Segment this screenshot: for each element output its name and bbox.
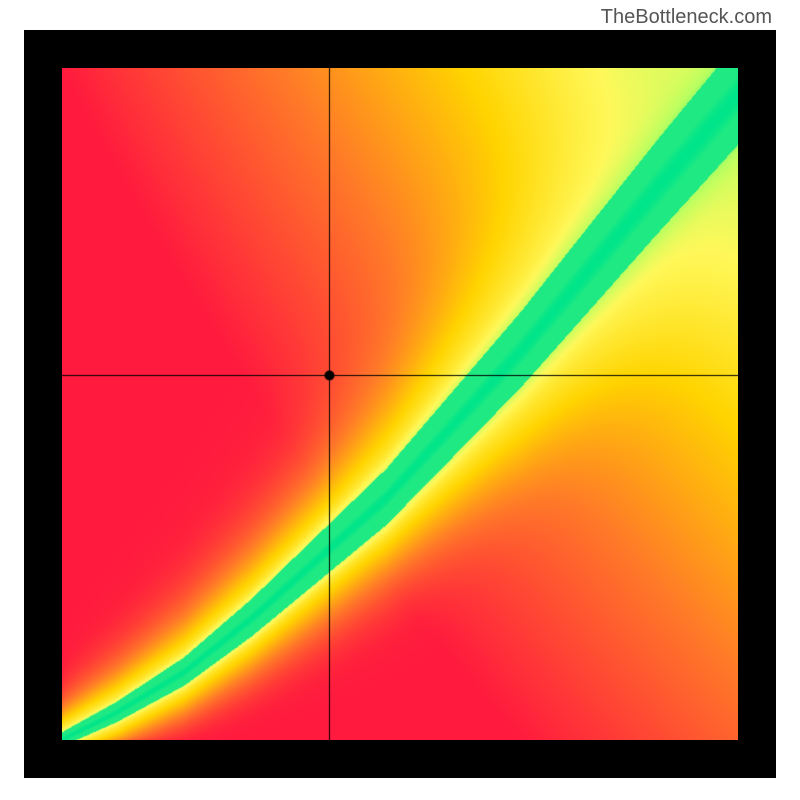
heatmap-plot: [62, 68, 738, 740]
heatmap-canvas: [62, 68, 738, 740]
chart-outer-frame: [24, 30, 776, 778]
chart-container: TheBottleneck.com: [0, 0, 800, 800]
watermark-text: TheBottleneck.com: [601, 6, 772, 29]
